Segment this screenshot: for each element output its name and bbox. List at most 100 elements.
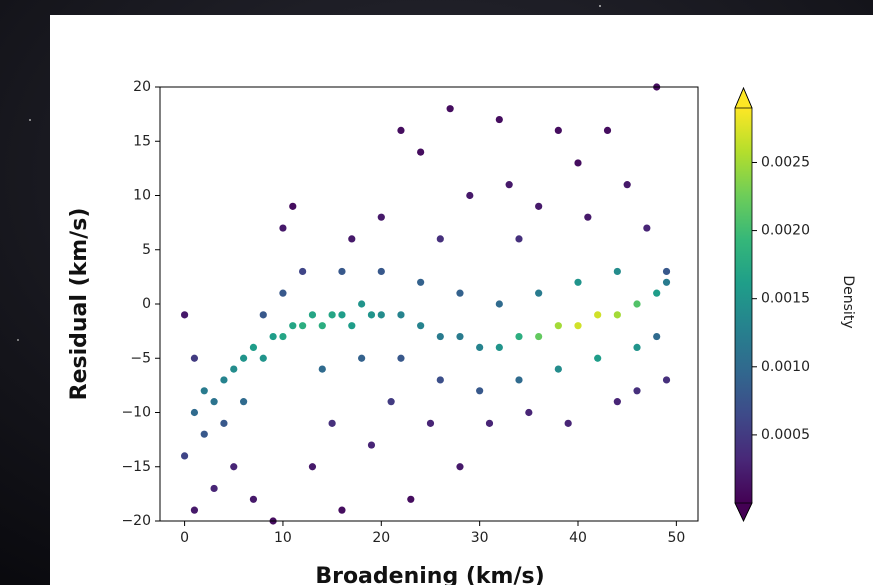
scatter-point (289, 202, 297, 210)
scatter-point (210, 398, 218, 406)
x-tick-label: 10 (274, 530, 292, 546)
scatter-point (220, 376, 228, 384)
scatter-point (230, 365, 238, 373)
scatter-point (240, 398, 248, 406)
x-tick-label: 50 (667, 530, 685, 546)
scatter-point (338, 506, 346, 514)
scatter-point (643, 224, 651, 232)
y-axis-label: Residual (km/s) (67, 208, 92, 401)
x-axis-label: Broadening (km/s) (315, 564, 544, 585)
scatter-point (180, 311, 189, 319)
scatter-point (377, 311, 385, 319)
colorbar-tick-label: 0.0020 (761, 223, 810, 239)
scatter-point (417, 148, 425, 156)
scatter-point (574, 159, 582, 167)
y-tick-label: −15 (121, 459, 151, 475)
scatter-point (318, 322, 326, 330)
scatter-point (279, 332, 287, 341)
scatter-point (190, 408, 199, 417)
y-tick-label: 0 (142, 296, 151, 312)
colorbar-tick-label: 0.0010 (761, 359, 810, 375)
x-tick-label: 0 (180, 530, 189, 546)
y-tick-label: 15 (133, 133, 151, 149)
scatter-point (308, 311, 317, 319)
scatter-point (525, 408, 533, 417)
scatter-point (574, 322, 582, 330)
scatter-point (377, 213, 385, 221)
scatter-point (417, 322, 425, 330)
y-tick-label: −10 (121, 405, 151, 421)
scatter-point (535, 289, 543, 297)
scatter-point (485, 419, 494, 427)
colorbar-tick-label: 0.0025 (761, 154, 810, 170)
scatter-point (456, 332, 464, 341)
scatter-point (554, 126, 562, 134)
y-tick-label: −20 (121, 513, 151, 529)
scatter-point (436, 332, 444, 341)
scatter-point (456, 289, 464, 297)
scatter-point (633, 343, 641, 351)
colorbar (735, 108, 752, 503)
scatter-point (200, 430, 208, 438)
x-tick-label: 30 (471, 530, 489, 546)
scatter-point (436, 235, 444, 243)
scatter-point (190, 354, 199, 362)
scatter-point (397, 311, 405, 319)
scatter-point (426, 419, 435, 427)
colorbar-frame (734, 86, 753, 522)
scatter-point (456, 463, 464, 471)
star (17, 339, 19, 341)
scatter-point (554, 365, 562, 373)
scatter-point (495, 300, 503, 308)
scatter-point (515, 376, 523, 384)
scatter-point (613, 267, 621, 276)
scatter-point (495, 115, 503, 124)
scatter-point (476, 343, 484, 351)
scatter-point (338, 267, 346, 276)
scatter-point (269, 332, 277, 341)
scatter-point (230, 463, 238, 471)
scatter-point (377, 267, 385, 276)
scatter-point (613, 398, 621, 406)
scatter-point (603, 126, 612, 134)
scatter-point (259, 311, 267, 319)
y-tick-label: −5 (130, 350, 151, 366)
plot-area (180, 83, 671, 525)
scatter-point (180, 452, 189, 460)
scatter-point (259, 354, 267, 362)
scatter-point (515, 235, 523, 243)
scatter-point (584, 213, 592, 221)
scatter-point (387, 398, 395, 406)
scatter-point (367, 311, 376, 319)
scatter-point (348, 322, 356, 330)
scatter-point (240, 354, 248, 362)
scatter-point (407, 495, 415, 503)
scatter-point (328, 311, 336, 319)
scatter-point (662, 376, 671, 384)
scatter-point (279, 224, 287, 232)
scatter-point (564, 419, 572, 427)
scatter-point (505, 181, 513, 189)
scatter-point (574, 278, 582, 286)
scatter-point (535, 202, 543, 210)
scatter-point (299, 267, 307, 276)
scatter-point (653, 332, 661, 341)
scatter-point (633, 300, 641, 308)
scatter-point (446, 105, 454, 113)
scatter-point (633, 387, 641, 395)
scatter-point (495, 343, 503, 351)
scatter-point (613, 311, 621, 319)
scatter-point (436, 376, 444, 384)
scatter-point (397, 126, 405, 134)
star (29, 119, 31, 121)
scatter-point (279, 289, 287, 297)
scatter-point (249, 495, 258, 503)
scatter-point (623, 181, 631, 189)
x-tick-label: 40 (569, 530, 587, 546)
scatter-point (515, 332, 523, 341)
scatter-point (594, 311, 602, 319)
star (599, 5, 601, 7)
scatter-point (220, 419, 228, 427)
